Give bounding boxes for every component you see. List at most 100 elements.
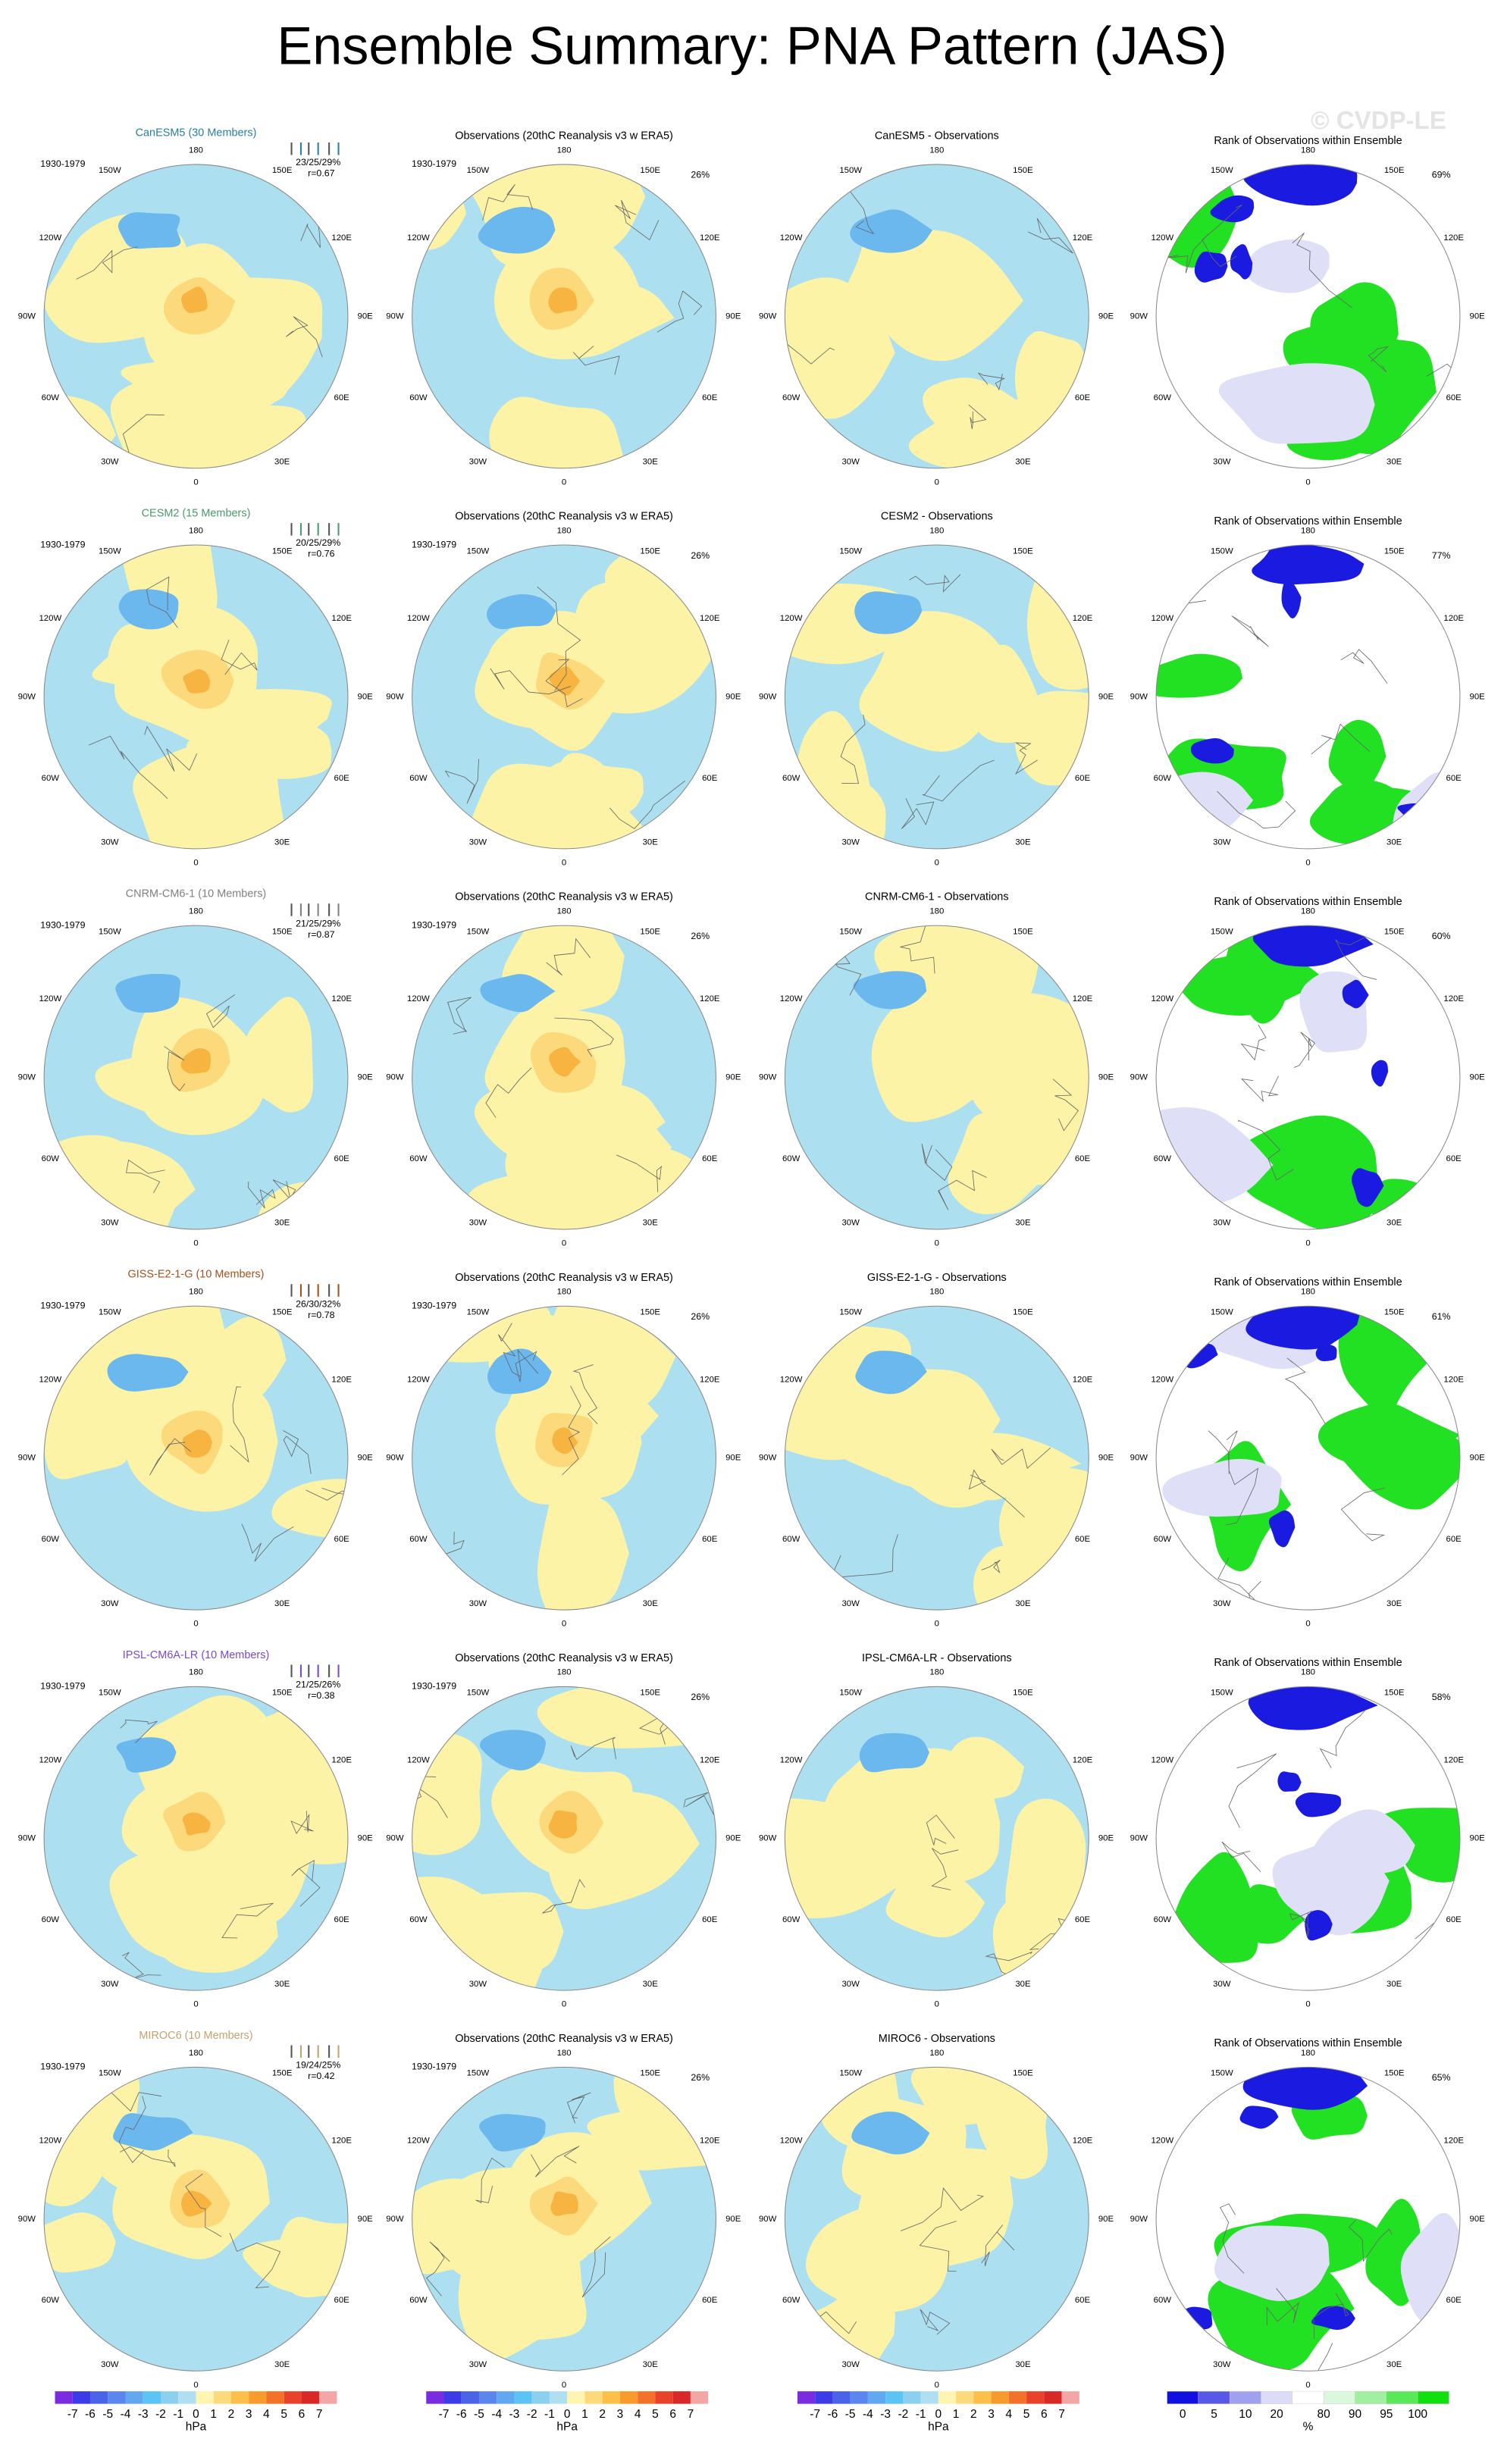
map-panel xyxy=(785,1686,1089,1991)
correlation: r=0.38 xyxy=(308,1690,335,1701)
coastline xyxy=(490,668,572,695)
longitude-label: 90E xyxy=(358,2215,374,2224)
longitude-label: 180 xyxy=(929,2049,944,2058)
longitude-label: 90E xyxy=(1470,1073,1486,1082)
colorbar-label: 7 xyxy=(1058,2408,1065,2421)
longitude-label: 0 xyxy=(935,1239,939,1248)
longitude-label: 30E xyxy=(643,1980,659,1989)
coastline xyxy=(922,759,995,802)
model-label: MIROC6 (10 Members) xyxy=(139,2030,252,2042)
colorbar-label: 7 xyxy=(316,2408,323,2421)
longitude-label: 60E xyxy=(702,2296,718,2305)
period: 1930-1979 xyxy=(40,539,85,549)
obs-pct: 26% xyxy=(691,1692,710,1702)
colorbar-label: -1 xyxy=(544,2408,555,2421)
longitude-label: 90W xyxy=(759,2215,777,2224)
longitude-label: 90W xyxy=(759,692,777,701)
map-shading xyxy=(1318,1403,1460,1470)
diff-title: MIROC6 - Observations xyxy=(879,2033,995,2045)
obs-pct: 26% xyxy=(691,550,710,561)
map-shading xyxy=(1194,251,1228,283)
map-shading xyxy=(183,668,211,693)
longitude-label: 150E xyxy=(1013,1689,1033,1698)
longitude-label: 120W xyxy=(407,1375,430,1384)
coastline xyxy=(1292,232,1352,308)
map-panel xyxy=(44,1686,348,1991)
longitude-label: 60W xyxy=(1154,2296,1172,2305)
coastline xyxy=(1052,1079,1079,1132)
longitude-label: 30W xyxy=(469,1599,487,1608)
longitude-label: 150W xyxy=(1211,1689,1233,1698)
longitude-label: 150E xyxy=(272,2069,293,2078)
longitude-label: 30E xyxy=(1015,2360,1031,2369)
longitude-label: 60W xyxy=(782,774,801,783)
longitude-label: 60E xyxy=(1075,2296,1091,2305)
map-border xyxy=(784,544,1089,850)
map-border xyxy=(43,2066,349,2372)
watermark: © CVDP-LE xyxy=(1311,107,1446,135)
longitude-label: 30W xyxy=(101,1980,119,1989)
longitude-label: 60E xyxy=(1075,1154,1091,1163)
colorbar-box xyxy=(850,2391,868,2404)
longitude-label: 0 xyxy=(1305,1239,1310,1248)
map-shading xyxy=(1242,2067,1368,2110)
longitude-label: 60W xyxy=(42,1535,60,1544)
map-shading xyxy=(412,1876,498,1932)
map-shading xyxy=(549,1047,581,1077)
map-shading xyxy=(182,1812,211,1836)
coastline xyxy=(1293,1032,1315,1068)
colorbar-box xyxy=(143,2391,161,2404)
coastline xyxy=(1027,218,1073,254)
longitude-label: 60E xyxy=(702,1915,718,1924)
colorbar-box xyxy=(1323,2390,1355,2404)
obs-title: Observations (20thC Reanalysis v3 w ERA5… xyxy=(455,891,673,903)
coastline xyxy=(312,793,346,818)
longitude-label: 90W xyxy=(18,692,36,701)
map-shading xyxy=(1232,1115,1379,1229)
map-shading xyxy=(1305,1910,1333,1941)
map-shading xyxy=(115,973,181,1013)
map-shading xyxy=(474,164,544,231)
coastline xyxy=(840,714,866,784)
colorbar-box xyxy=(196,2391,214,2404)
longitude-label: 60W xyxy=(1154,774,1172,783)
longitude-label: 90E xyxy=(1098,1073,1114,1082)
colorbar-box xyxy=(266,2391,284,2404)
longitude-label: 150W xyxy=(467,166,490,175)
map-shading xyxy=(1246,1306,1360,1350)
map-shading xyxy=(243,2231,348,2296)
map-panel xyxy=(412,545,716,849)
colorbar-box xyxy=(584,2391,603,2404)
colorbar-label: 1 xyxy=(210,2408,217,2421)
colorbar-unit: hPa xyxy=(928,2421,949,2434)
colorbar-box xyxy=(1261,2390,1293,2404)
longitude-label: 180 xyxy=(557,1668,572,1677)
obs-period: 1930-1979 xyxy=(412,1681,456,1692)
coastline xyxy=(1296,2343,1338,2372)
longitude-label: 30E xyxy=(643,458,659,467)
longitude-label: 150W xyxy=(99,1307,121,1317)
longitude-label: 90E xyxy=(1470,1454,1486,1463)
map-shading xyxy=(479,2114,546,2152)
rank-title: Rank of Observations within Ensemble xyxy=(1214,896,1402,908)
longitude-label: 30E xyxy=(643,2360,659,2369)
coastline xyxy=(241,1523,294,1562)
coastline xyxy=(546,938,591,976)
map-shading xyxy=(537,1484,629,1611)
colorbar-box xyxy=(161,2391,179,2404)
coastline xyxy=(425,2241,450,2296)
longitude-label: 0 xyxy=(562,1239,566,1248)
colorbar-box xyxy=(567,2391,585,2404)
longitude-label: 90W xyxy=(18,312,36,321)
rank-title: Rank of Observations within Ensemble xyxy=(1214,2037,1402,2049)
longitude-label: 30E xyxy=(1386,458,1402,467)
longitude-label: 90E xyxy=(1470,2215,1486,2224)
map-shading xyxy=(998,1467,1089,1611)
map-shading xyxy=(110,363,260,468)
longitude-label: 180 xyxy=(189,526,203,535)
obs-period: 1930-1979 xyxy=(412,2062,456,2072)
longitude-label: 60W xyxy=(782,1915,801,1924)
longitude-label: 0 xyxy=(193,2000,198,2009)
map-shading xyxy=(1281,579,1302,618)
rank-title: Rank of Observations within Ensemble xyxy=(1214,135,1402,147)
